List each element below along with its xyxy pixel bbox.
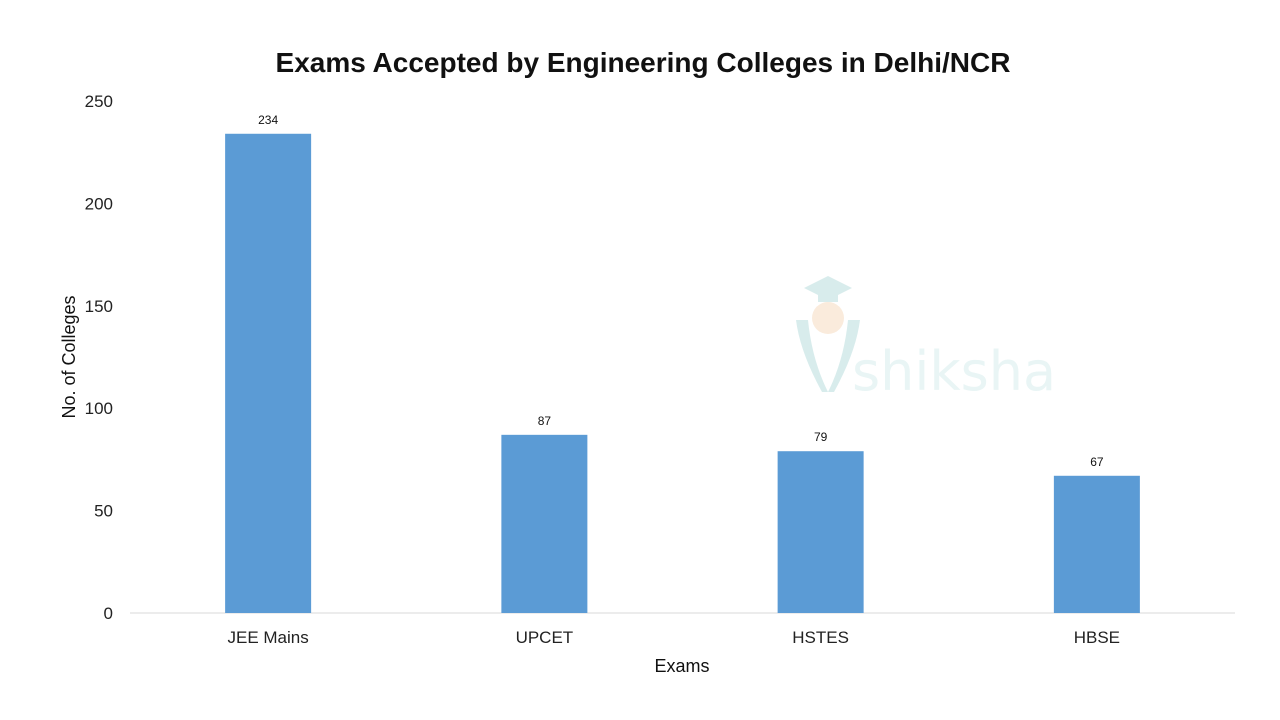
y-tick-label: 150 — [85, 297, 113, 316]
x-axis-label: Exams — [654, 656, 709, 676]
bar-data-label: 67 — [1090, 455, 1104, 469]
x-tick-label: HSTES — [792, 628, 849, 647]
shiksha-watermark: shiksha — [796, 276, 1056, 403]
bar-data-label: 87 — [538, 414, 552, 428]
bars-group: 234 87 79 67 — [225, 113, 1140, 613]
y-tick-label: 100 — [85, 399, 113, 418]
chart-title: Exams Accepted by Engineering Colleges i… — [276, 47, 1011, 78]
y-tick-label: 200 — [85, 194, 113, 213]
x-tick-label: JEE Mains — [228, 628, 309, 647]
y-tick-label: 50 — [94, 502, 113, 521]
bar — [225, 133, 312, 613]
bar — [777, 451, 864, 613]
bar — [1053, 475, 1140, 613]
shiksha-watermark-text: shiksha — [852, 340, 1056, 403]
x-tick-label: HBSE — [1074, 628, 1120, 647]
shiksha-logo-icon — [796, 276, 860, 392]
y-tick-label: 250 — [85, 92, 113, 111]
y-tick-label: 0 — [104, 604, 113, 623]
bar-data-label: 234 — [258, 113, 278, 127]
y-axis-ticks: 0 50 100 150 200 250 — [85, 92, 113, 623]
bar-data-label: 79 — [814, 430, 828, 444]
x-axis-ticks: JEE Mains UPCET HSTES HBSE — [228, 628, 1121, 647]
bar — [501, 434, 588, 613]
y-axis-label: No. of Colleges — [59, 295, 79, 418]
x-tick-label: UPCET — [516, 628, 574, 647]
